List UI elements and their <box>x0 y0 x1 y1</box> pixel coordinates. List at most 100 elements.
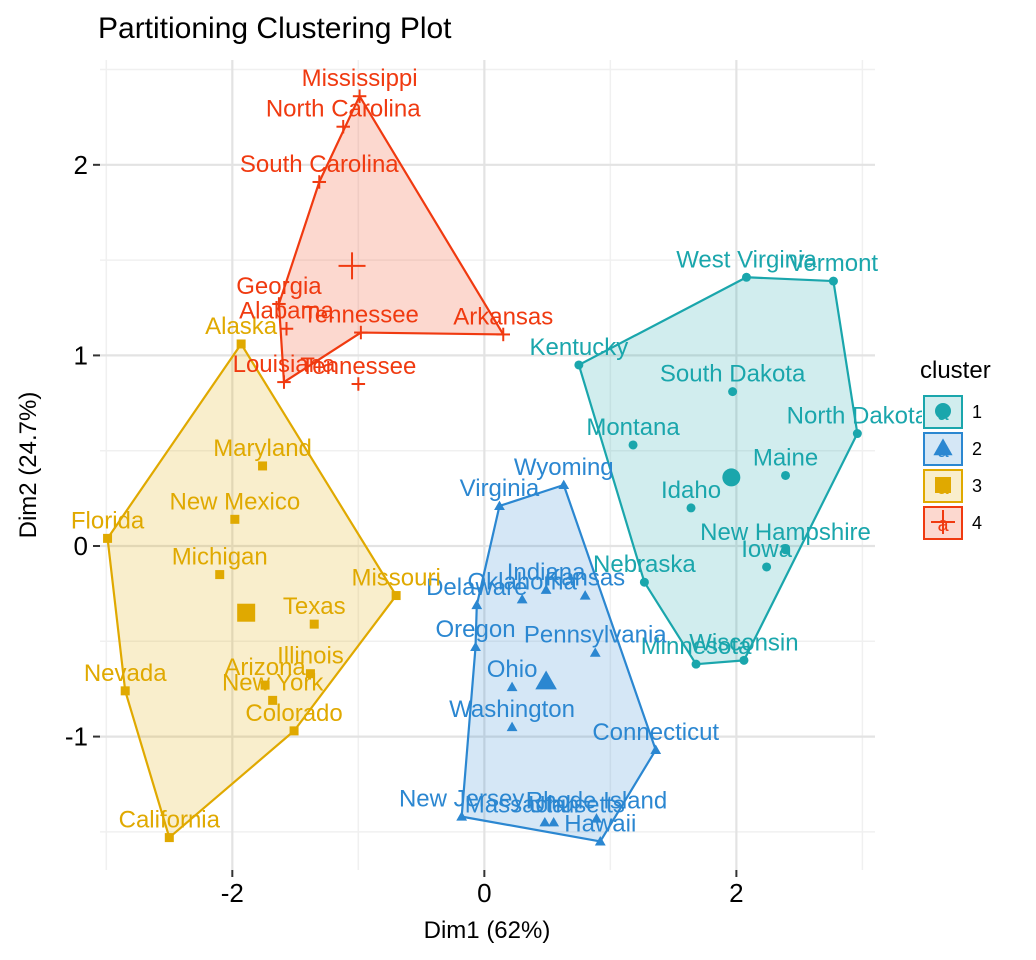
cluster-centroid <box>338 252 366 280</box>
point-label: New Jersey <box>399 786 524 813</box>
point-label: Kentucky <box>530 334 629 361</box>
data-point <box>728 387 738 397</box>
point-label: Alabama <box>239 298 334 325</box>
y-axis-title: Dim2 (24.7%) <box>15 392 42 539</box>
point-label: New Mexico <box>169 488 300 515</box>
legend-label: 3 <box>972 476 982 496</box>
data-point <box>470 641 481 652</box>
point-label: Nevada <box>84 660 167 687</box>
data-point <box>589 647 601 657</box>
point-label: Kansas <box>545 565 625 592</box>
point-label: Tennessee <box>300 353 416 380</box>
point-label: Nebraska <box>593 551 696 578</box>
point-label: Minnesota <box>641 633 752 660</box>
data-point <box>828 276 838 286</box>
data-point <box>258 461 268 471</box>
x-tick-label: 2 <box>729 878 743 908</box>
y-tick-label: 1 <box>74 340 88 370</box>
point-label: Connecticut <box>592 719 719 746</box>
data-point <box>268 695 278 705</box>
point-label: Colorado <box>245 700 342 727</box>
point-label: North Dakota <box>787 403 929 430</box>
cluster-hulls <box>106 95 859 843</box>
legend-title: cluster <box>920 357 991 384</box>
point-label: Massachusetts <box>465 791 625 818</box>
cluster-hull-2 <box>460 483 657 843</box>
data-point <box>548 816 560 827</box>
data-point <box>650 744 662 754</box>
point-label: Vermont <box>789 250 879 277</box>
x-tick-label: 0 <box>477 878 491 908</box>
axes: -2 0 2 -1 0 1 2 <box>65 150 744 908</box>
point-label: Indiana <box>507 559 586 586</box>
point-label: Maryland <box>213 435 312 462</box>
data-point <box>351 377 366 391</box>
data-point <box>336 119 350 134</box>
point-label: Texas <box>283 593 346 620</box>
data-point <box>496 327 511 342</box>
data-point <box>120 686 130 696</box>
data-point <box>579 590 591 600</box>
point-label: New York <box>222 669 324 696</box>
legend-label: 4 <box>972 513 982 533</box>
data-point <box>741 272 751 282</box>
point-label: Arkansas <box>453 303 553 330</box>
data-point <box>762 562 772 572</box>
point-label: Wyoming <box>514 454 614 481</box>
point-label: Oklahoma <box>467 568 577 595</box>
data-point <box>312 175 327 189</box>
point-label: Rhode Island <box>526 788 667 815</box>
point-label: North Carolina <box>266 96 421 123</box>
point-label: Tennessee <box>303 302 419 329</box>
point-label: South Carolina <box>240 151 399 178</box>
legend-key-symbol <box>931 510 955 534</box>
point-label: Michigan <box>172 544 268 571</box>
point-label: Hawaii <box>564 810 636 837</box>
data-point <box>739 655 749 665</box>
point-label: Illinois <box>277 643 344 670</box>
data-point <box>686 503 696 513</box>
data-point <box>781 545 791 555</box>
data-point <box>215 570 225 580</box>
data-point <box>494 500 505 511</box>
data-point <box>506 681 518 692</box>
y-tick-label: 2 <box>74 150 88 180</box>
point-label: Wisconsin <box>689 629 798 656</box>
data-point <box>852 429 862 439</box>
data-point <box>628 440 638 450</box>
cluster-centroid <box>722 468 741 487</box>
data-point <box>781 470 791 480</box>
data-point <box>272 297 286 311</box>
data-point <box>164 833 174 843</box>
legend-label: 1 <box>972 402 982 422</box>
data-point <box>305 669 315 679</box>
x-axis-title: Dim1 (62%) <box>424 917 551 944</box>
data-point <box>516 593 528 604</box>
data-point <box>391 591 401 601</box>
y-tick-label: 0 <box>74 531 88 561</box>
data-points <box>103 89 862 846</box>
data-point <box>540 584 552 594</box>
plot-panel <box>100 60 875 870</box>
data-point <box>277 375 291 389</box>
data-point <box>558 479 570 490</box>
point-label: Ohio <box>487 656 538 683</box>
data-point <box>639 577 649 587</box>
point-label: Georgia <box>236 273 322 300</box>
data-point <box>506 721 518 732</box>
data-point <box>471 599 483 610</box>
point-label: Missouri <box>351 565 440 592</box>
data-point <box>354 325 368 340</box>
x-tick-label: -2 <box>221 878 244 908</box>
legend-key-symbol <box>935 477 951 493</box>
data-point <box>309 619 319 629</box>
point-label: West Virginia <box>676 246 817 273</box>
data-point <box>260 680 270 690</box>
point-label: Virginia <box>460 475 540 502</box>
point-label: Florida <box>71 507 145 534</box>
point-label: Arizona <box>224 654 306 681</box>
data-point <box>539 816 551 827</box>
point-label: South Dakota <box>660 361 806 388</box>
